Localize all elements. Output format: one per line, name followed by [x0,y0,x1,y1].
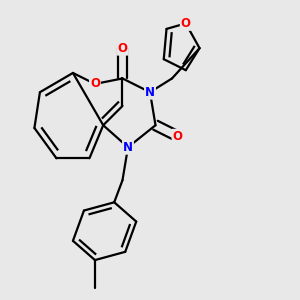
Text: N: N [145,86,155,99]
Text: N: N [123,141,133,154]
Text: O: O [172,130,182,143]
Text: O: O [90,77,100,91]
Text: O: O [118,42,128,55]
Text: O: O [181,17,191,30]
